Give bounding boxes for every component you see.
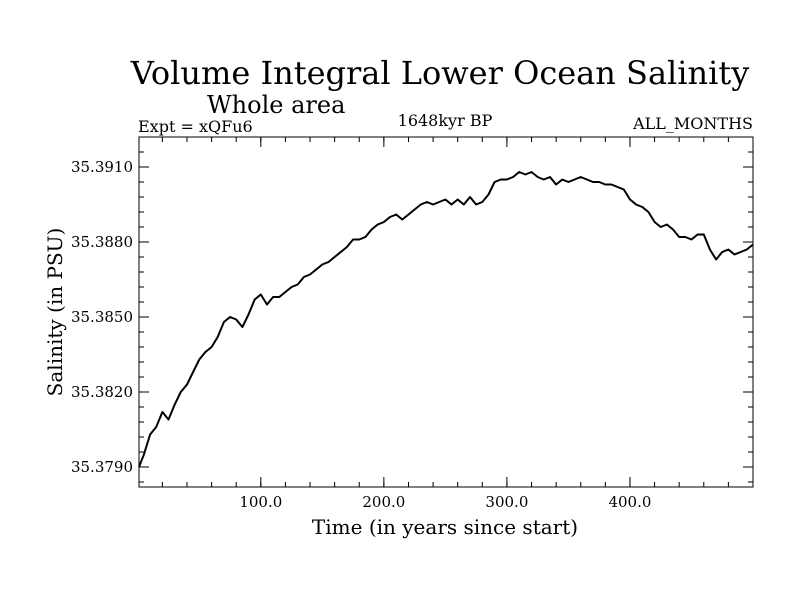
x-axis-label: Time (in years since start)	[312, 515, 578, 539]
chart-subtitle: Whole area	[207, 91, 345, 119]
x-tick-label: 200.0	[362, 493, 405, 511]
axis-ticks	[139, 136, 753, 487]
months-label: ALL_MONTHS	[632, 114, 753, 133]
period-label: 1648kyr BP	[398, 111, 493, 130]
y-tick-label: 35.3910	[71, 158, 133, 176]
experiment-label: Expt = xQFu6	[138, 117, 253, 136]
tick-labels: 100.0 200.0 300.0 400.0 35.3790 35.3820 35.385…	[71, 158, 651, 511]
salinity-series-line	[138, 171, 754, 468]
x-tick-label: 300.0	[485, 493, 528, 511]
x-tick-label: 100.0	[239, 493, 282, 511]
y-axis-label: Salinity (in PSU)	[43, 228, 67, 397]
y-tick-label: 35.3820	[71, 383, 133, 401]
plot-frame	[138, 136, 754, 488]
x-tick-label: 400.0	[608, 493, 651, 511]
y-tick-label: 35.3850	[71, 308, 133, 326]
y-tick-label: 35.3880	[71, 233, 133, 251]
y-tick-label: 35.3790	[71, 458, 133, 476]
chart-title: Volume Integral Lower Ocean Salinity	[130, 54, 750, 92]
